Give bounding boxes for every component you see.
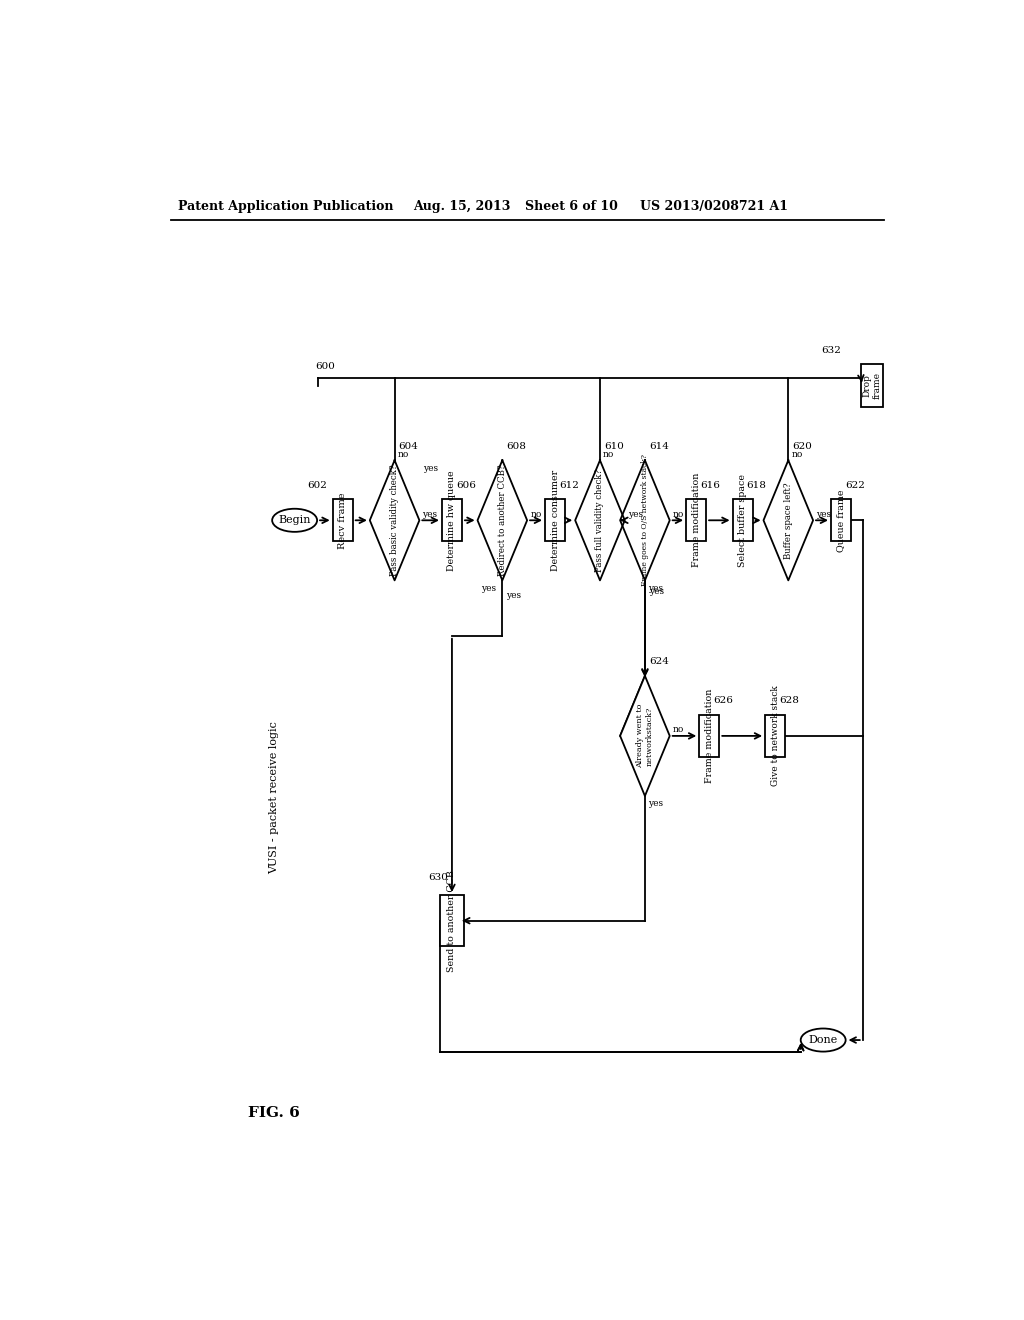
Bar bbox=[830, 499, 851, 541]
Bar bbox=[545, 499, 565, 541]
Text: Drop
frame: Drop frame bbox=[862, 372, 882, 399]
Text: 624: 624 bbox=[649, 657, 669, 667]
Text: Pass basic validity check?: Pass basic validity check? bbox=[390, 465, 399, 576]
Text: Select buffer space: Select buffer space bbox=[738, 474, 748, 566]
Text: 610: 610 bbox=[604, 442, 624, 451]
Text: 606: 606 bbox=[456, 480, 476, 490]
Text: 622: 622 bbox=[845, 480, 864, 490]
Text: no: no bbox=[792, 450, 803, 458]
Text: Done: Done bbox=[809, 1035, 838, 1045]
Text: yes: yes bbox=[481, 583, 496, 593]
Text: Sheet 6 of 10: Sheet 6 of 10 bbox=[524, 199, 617, 213]
Text: Give to network stack: Give to network stack bbox=[771, 685, 779, 787]
Text: yes: yes bbox=[648, 799, 664, 808]
Ellipse shape bbox=[801, 1028, 846, 1052]
Bar bbox=[732, 499, 753, 541]
Bar bbox=[861, 364, 883, 407]
Polygon shape bbox=[764, 461, 813, 581]
Text: 626: 626 bbox=[713, 697, 733, 705]
Text: yes: yes bbox=[628, 510, 643, 519]
Text: Begin: Begin bbox=[279, 515, 311, 525]
Text: US 2013/0208721 A1: US 2013/0208721 A1 bbox=[640, 199, 787, 213]
Text: 616: 616 bbox=[700, 480, 720, 490]
Bar bbox=[699, 714, 719, 758]
Text: Frame modification: Frame modification bbox=[691, 473, 700, 568]
Text: 600: 600 bbox=[315, 362, 336, 371]
Polygon shape bbox=[477, 461, 527, 581]
Text: 630: 630 bbox=[428, 874, 449, 883]
Text: 618: 618 bbox=[746, 480, 766, 490]
Text: Determine consumer: Determine consumer bbox=[551, 470, 559, 570]
Text: no: no bbox=[603, 450, 614, 458]
Text: FIG. 6: FIG. 6 bbox=[248, 1106, 300, 1121]
Text: Already went to
networkstack?: Already went to networkstack? bbox=[636, 704, 653, 768]
Text: yes: yes bbox=[648, 583, 664, 593]
Bar bbox=[333, 499, 352, 541]
Text: Determine hw queue: Determine hw queue bbox=[447, 470, 457, 570]
Text: 604: 604 bbox=[398, 442, 419, 451]
Bar bbox=[686, 499, 707, 541]
Text: yes: yes bbox=[816, 510, 831, 519]
Text: yes: yes bbox=[649, 586, 664, 595]
Text: Aug. 15, 2013: Aug. 15, 2013 bbox=[414, 199, 511, 213]
Text: VUSI - packet receive logic: VUSI - packet receive logic bbox=[268, 721, 279, 874]
Text: Send to another CCB: Send to another CCB bbox=[447, 870, 457, 972]
Text: 614: 614 bbox=[649, 442, 669, 451]
Text: Recv frame: Recv frame bbox=[338, 492, 347, 549]
Bar bbox=[442, 499, 462, 541]
Text: Frame modification: Frame modification bbox=[705, 689, 714, 783]
Text: Redirect to another CCB?: Redirect to another CCB? bbox=[498, 465, 507, 576]
Text: no: no bbox=[530, 510, 542, 519]
Text: 620: 620 bbox=[793, 442, 812, 451]
Text: no: no bbox=[673, 725, 684, 734]
Text: 632: 632 bbox=[821, 346, 841, 355]
Text: Patent Application Publication: Patent Application Publication bbox=[178, 199, 394, 213]
Text: yes: yes bbox=[423, 510, 437, 519]
Text: 608: 608 bbox=[506, 442, 526, 451]
Bar bbox=[440, 895, 464, 946]
Text: yes: yes bbox=[423, 465, 438, 473]
Text: Buffer space left?: Buffer space left? bbox=[783, 482, 793, 558]
Text: Frame goes to O/S network stack?: Frame goes to O/S network stack? bbox=[641, 454, 649, 586]
Text: yes: yes bbox=[506, 591, 521, 601]
Text: no: no bbox=[397, 450, 409, 458]
Polygon shape bbox=[370, 461, 420, 581]
Text: 602: 602 bbox=[307, 480, 328, 490]
Text: no: no bbox=[673, 510, 684, 519]
Polygon shape bbox=[621, 676, 670, 796]
Text: 628: 628 bbox=[779, 697, 799, 705]
Text: Pass full validity check?: Pass full validity check? bbox=[596, 469, 604, 572]
Ellipse shape bbox=[272, 508, 317, 532]
Text: 612: 612 bbox=[559, 480, 579, 490]
Bar bbox=[765, 714, 785, 758]
Text: Queue frame: Queue frame bbox=[837, 488, 846, 552]
Polygon shape bbox=[621, 461, 670, 581]
Polygon shape bbox=[575, 461, 625, 581]
